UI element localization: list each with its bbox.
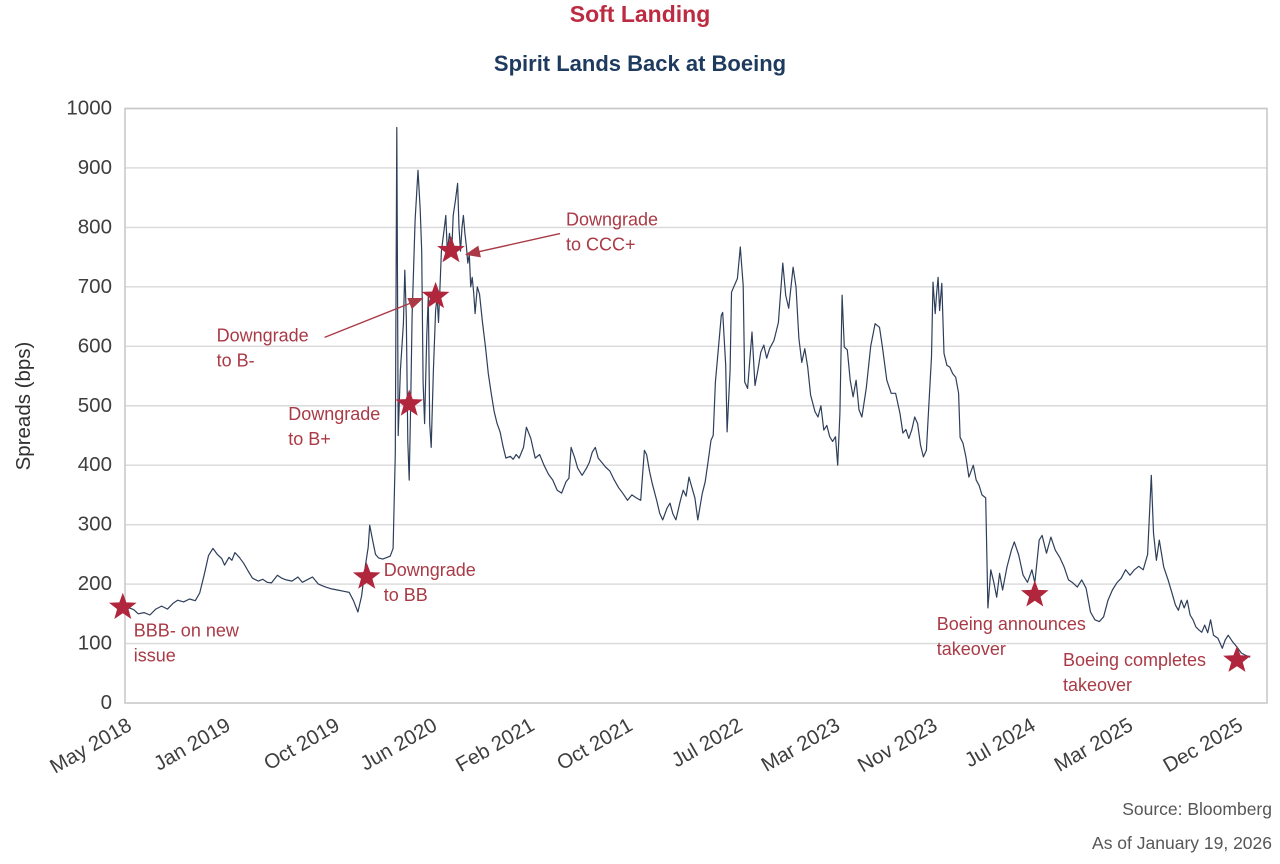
chart-title: Soft Landing — [569, 1, 711, 27]
annotation-text-downgrade-to-bb-line2: to BB — [384, 585, 428, 605]
annotation-text-boeing-completes-takeover-line1: Boeing completes — [1063, 650, 1206, 670]
annotation-arrow-downgrade-to-ccc-plus — [464, 232, 561, 258]
annotation-boeing-announces-takeover: Boeing announces takeover — [937, 580, 1086, 659]
star-marker-downgrade-to-b-plus — [395, 389, 423, 416]
plot-border — [124, 107, 1268, 704]
star-marker-downgrade-to-bb — [352, 562, 381, 589]
x-tick-label-jan-2019: Jan 2019 — [150, 713, 235, 775]
annotation-arrow-downgrade-to-b-minus — [324, 297, 424, 339]
y-tick-label-700: 700 — [78, 275, 112, 298]
annotation-text-downgrade-to-b-plus-line2: to B+ — [288, 429, 331, 449]
star-marker-downgrade-to-b-minus — [421, 281, 450, 309]
annotation-bbb-minus-new-issue: BBB- on new issue — [109, 592, 240, 665]
y-tick-label-100: 100 — [78, 632, 112, 655]
star-marker-boeing-announces-takeover — [1021, 580, 1049, 607]
annotation-text-boeing-completes-takeover-line2: takeover — [1063, 675, 1132, 695]
as-of-date: As of January 19, 2026 — [1092, 832, 1272, 853]
y-axis-title: Spreads (bps) — [12, 342, 35, 471]
source-note: Source: Bloomberg — [1122, 798, 1272, 819]
x-tick-label-jul-2022: Jul 2022 — [668, 713, 747, 772]
annotation-text-downgrade-to-ccc-plus-line2: to CCC+ — [566, 235, 636, 255]
annotation-text-bbb-minus-new-issue-line1: BBB- on new — [134, 620, 240, 640]
star-marker-downgrade-to-ccc-plus — [437, 236, 465, 263]
annotation-text-downgrade-to-b-minus-line2: to B- — [217, 350, 255, 370]
x-tick-label-oct-2021: Oct 2021 — [553, 713, 637, 775]
y-tick-label-300: 300 — [78, 513, 112, 536]
annotation-downgrade-to-b-plus: Downgrade to B+ — [288, 389, 423, 449]
annotation-text-downgrade-to-b-minus-line1: Downgrade — [217, 325, 309, 345]
star-marker-bbb-minus-new-issue — [109, 592, 137, 619]
y-tick-label-1000: 1000 — [66, 97, 112, 120]
x-tick-label-nov-2023: Nov 2023 — [854, 713, 942, 777]
annotation-text-bbb-minus-new-issue-line2: issue — [134, 645, 176, 665]
y-tick-label-500: 500 — [78, 394, 112, 417]
x-tick-label-may-2018: May 2018 — [46, 713, 135, 778]
y-tick-label-800: 800 — [78, 215, 112, 238]
annotation-downgrade-to-ccc-plus: Downgrade to CCC+ — [437, 210, 658, 263]
spread-series-line — [124, 126, 1251, 658]
y-tick-label-400: 400 — [78, 453, 112, 476]
x-tick-label-jul-2024: Jul 2024 — [961, 713, 1040, 772]
x-tick-label-jun-2020: Jun 2020 — [356, 713, 441, 775]
annotation-text-boeing-announces-takeover-line1: Boeing announces — [937, 614, 1086, 634]
x-tick-label-dec-2025: Dec 2025 — [1159, 713, 1247, 777]
annotation-downgrade-to-b-minus: Downgrade to B- — [217, 281, 450, 370]
x-tick-label-mar-2023: Mar 2023 — [757, 713, 844, 776]
annotation-text-downgrade-to-ccc-plus-line1: Downgrade — [566, 210, 658, 230]
y-tick-label-0: 0 — [101, 691, 112, 714]
y-tick-label-900: 900 — [78, 156, 112, 179]
annotation-text-downgrade-to-bb-line1: Downgrade — [384, 560, 476, 580]
chart-footer: Source: Bloomberg As of January 19, 2026 — [1092, 792, 1272, 860]
annotation-text-downgrade-to-b-plus-line1: Downgrade — [288, 404, 380, 424]
y-tick-label-600: 600 — [78, 334, 112, 357]
y-tick-label-200: 200 — [78, 572, 112, 595]
chart-subtitle: Spirit Lands Back at Boeing — [493, 51, 787, 76]
x-tick-label-feb-2021: Feb 2021 — [452, 713, 539, 776]
star-marker-boeing-completes-takeover — [1223, 645, 1251, 672]
annotation-boeing-completes-takeover: Boeing completes takeover — [1063, 645, 1251, 695]
annotation-text-boeing-announces-takeover-line2: takeover — [937, 639, 1006, 659]
x-tick-label-mar-2025: Mar 2025 — [1050, 713, 1137, 776]
x-tick-label-oct-2019: Oct 2019 — [260, 713, 344, 775]
annotation-downgrade-to-bb: Downgrade to BB — [352, 560, 476, 605]
